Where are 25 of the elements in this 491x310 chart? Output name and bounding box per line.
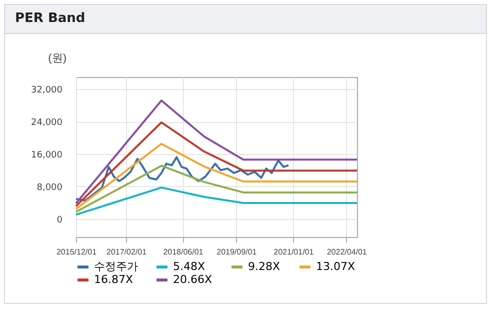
legend-label: 13.07X xyxy=(316,260,356,273)
line-series xyxy=(75,164,358,213)
y-tick-label: 32,000 xyxy=(31,86,63,96)
line-series xyxy=(75,186,358,216)
x-tick-label: 2018/06/01 xyxy=(163,248,204,256)
legend-label: 16.87X xyxy=(94,273,134,286)
y-tick-label: 24,000 xyxy=(31,118,63,128)
y-tick-label: 16,000 xyxy=(31,150,63,160)
line-series xyxy=(75,142,358,210)
y-axis-title: (원) xyxy=(48,52,66,64)
line-series xyxy=(75,121,358,208)
x-tick-label: 2022/04/01 xyxy=(326,248,368,256)
legend-label: 20.66X xyxy=(173,273,212,286)
x-tick-label: 2021/01/01 xyxy=(274,248,314,256)
chart-title: PER Band xyxy=(5,5,486,34)
x-tick-label: 2015/12/01 xyxy=(56,248,98,256)
line-series xyxy=(75,156,290,202)
line-series xyxy=(75,99,358,204)
legend-label: 5.48X xyxy=(173,260,206,273)
y-tick-label: 0 xyxy=(56,215,63,226)
x-tick-label: 2019/09/01 xyxy=(216,248,258,256)
legend-label: 수정주가 xyxy=(94,260,138,273)
legend-label: 9.28X xyxy=(248,260,280,273)
y-tick-label: 8,000 xyxy=(36,182,63,193)
x-tick-label: 2017/02/01 xyxy=(106,248,148,256)
